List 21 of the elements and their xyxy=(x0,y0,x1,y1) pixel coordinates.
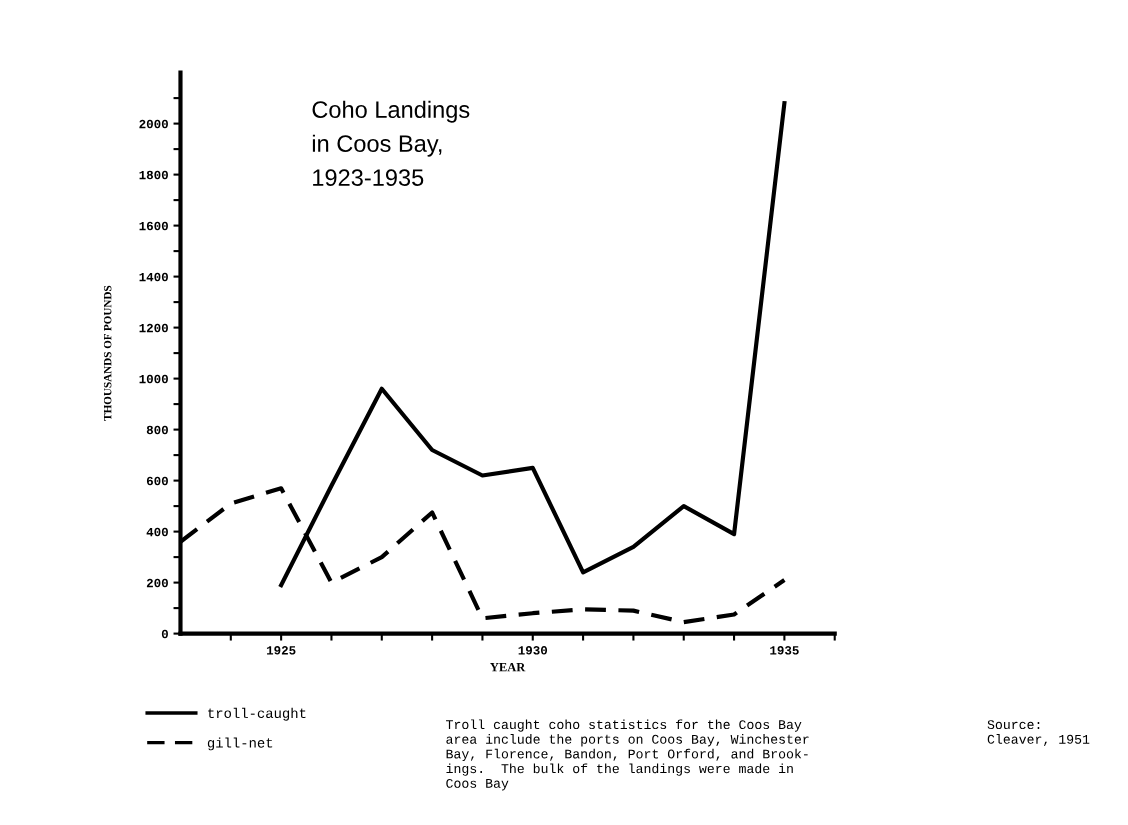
y-tick-label: 400 xyxy=(146,527,168,537)
y-tick-label: 1000 xyxy=(139,374,168,384)
text: Troll caught coho statistics for the Coos Bay area include the ports on Coos Bay, Winchester Bay, Florence, Bandon, Port Orford, and Brook- ings. The bulk of the landings were made in Coos Bay xyxy=(446,719,809,791)
y-tick-label: 1800 xyxy=(139,170,168,180)
x-tick-label: 1935 xyxy=(770,646,799,655)
y-axis-title: THOUSANDS OF POUNDS xyxy=(103,285,112,421)
source-note: Source: Cleaver, 1951 xyxy=(987,720,1090,746)
text: Coho Landings in Coos Bay, 1923-1935 xyxy=(312,100,470,186)
y-tick-label: 800 xyxy=(146,425,168,435)
x-tick-label: 1925 xyxy=(266,646,296,655)
y-tick-label: 2000 xyxy=(139,119,168,129)
legend-label: troll-caught xyxy=(208,707,306,721)
y-tick-label: 0 xyxy=(161,629,168,639)
y-tick-label: 200 xyxy=(146,578,168,588)
y-tick-label: 600 xyxy=(146,476,168,486)
x-axis-title: YEAR xyxy=(490,663,526,672)
y-tick-label: 1600 xyxy=(139,221,168,231)
y-tick-label: 1400 xyxy=(139,272,168,282)
y-tick-label: 1200 xyxy=(139,323,168,333)
x-tick-label: 1930 xyxy=(518,646,548,655)
legend-label: gill-net xyxy=(207,737,273,751)
